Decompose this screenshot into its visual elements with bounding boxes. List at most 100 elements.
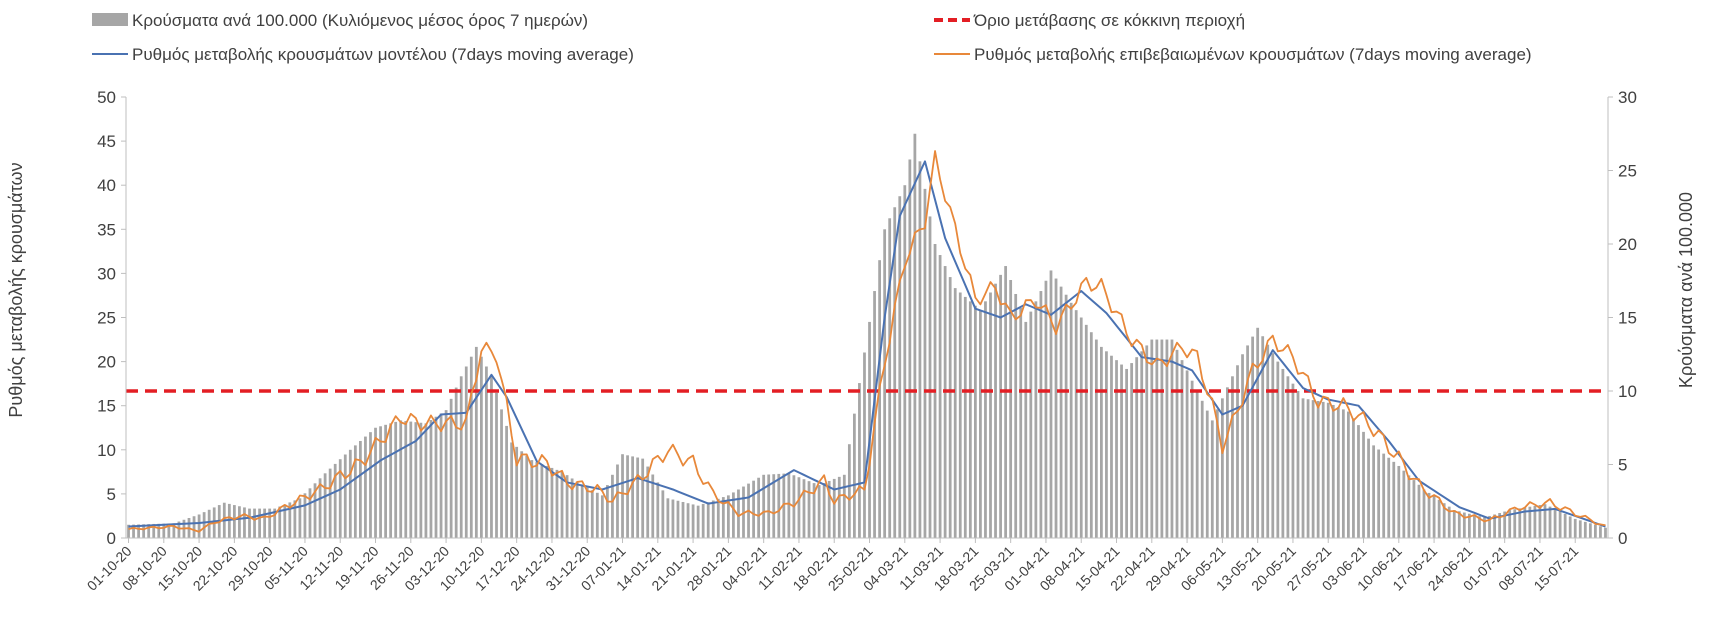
bar: [1069, 302, 1073, 538]
bar: [646, 466, 650, 538]
bar: [389, 423, 393, 538]
bar: [303, 493, 307, 538]
bar: [1064, 294, 1068, 538]
bar: [142, 524, 146, 538]
y-right-tick-label: 0: [1618, 529, 1627, 548]
bar: [379, 426, 382, 538]
bar: [1321, 401, 1325, 538]
bar: [1271, 353, 1275, 538]
bar: [1508, 510, 1512, 538]
y-right-tick-label: 15: [1618, 309, 1637, 328]
bar: [1336, 407, 1340, 538]
bar: [696, 505, 700, 538]
y-right-tick-label: 30: [1618, 88, 1637, 107]
bar: [575, 481, 579, 538]
legend-item: Ρυθμός μεταβολής κρουσμάτων μοντέλου (7d…: [92, 45, 634, 64]
bar: [1588, 523, 1592, 538]
bar: [1100, 346, 1103, 538]
bar: [1412, 480, 1416, 538]
bar: [1220, 398, 1224, 538]
bar: [842, 474, 846, 538]
bar: [973, 305, 977, 538]
bar: [555, 469, 559, 538]
bar: [227, 503, 231, 538]
bar: [711, 500, 715, 538]
bar: [1568, 516, 1572, 538]
bar: [1326, 402, 1330, 538]
bar: [232, 505, 236, 538]
bar: [338, 459, 342, 538]
bar: [938, 255, 942, 538]
bar: [197, 514, 201, 538]
bar: [989, 292, 992, 538]
bar: [1488, 515, 1491, 538]
bar: [1160, 339, 1164, 538]
bar: [1226, 387, 1229, 538]
legend-swatch-bar: [92, 13, 128, 26]
legend-label: Ρυθμός μεταβολής επιβεβαιωμένων κρουσμάτ…: [974, 45, 1532, 64]
bar: [167, 523, 171, 538]
bar: [469, 356, 473, 538]
bar: [1084, 324, 1088, 538]
bar: [1341, 409, 1345, 539]
bar: [459, 376, 463, 538]
bar: [1291, 383, 1295, 538]
bar: [979, 310, 982, 538]
bar: [500, 409, 503, 539]
bar: [1513, 509, 1517, 538]
bar: [369, 432, 372, 538]
bar: [1195, 391, 1199, 538]
bar: [404, 420, 408, 538]
bar: [1538, 505, 1542, 538]
bar: [898, 196, 902, 538]
model-rate-line: [128, 160, 1606, 528]
bar: [1306, 399, 1310, 538]
bar: [278, 506, 282, 538]
bar: [1175, 349, 1179, 538]
bar: [520, 451, 524, 538]
bar: [490, 376, 493, 538]
y-right-tick-label: 20: [1618, 235, 1637, 254]
bar: [409, 421, 413, 538]
bar: [913, 133, 917, 538]
bar: [449, 398, 453, 538]
bar: [263, 508, 267, 538]
bar: [550, 467, 554, 538]
y-axis-left-title: Ρυθμός μεταβολής κρουσμάτων: [6, 162, 26, 417]
bar: [1604, 527, 1607, 538]
bar: [258, 508, 261, 538]
bar: [515, 446, 519, 538]
legend-label: Όριο μετάβασης σε κόκκινη περιοχή: [973, 11, 1245, 30]
bar: [394, 421, 398, 538]
bar: [1276, 361, 1280, 538]
bar: [485, 366, 488, 538]
y-left-tick-label: 35: [97, 220, 116, 239]
bar: [580, 485, 584, 538]
bar: [1528, 506, 1532, 538]
bar: [374, 427, 377, 538]
bar: [1452, 510, 1456, 538]
bar: [293, 500, 297, 538]
bar: [399, 420, 403, 538]
bar: [1059, 286, 1063, 538]
bar: [948, 277, 952, 538]
bar: [888, 218, 892, 538]
bar: [474, 346, 478, 538]
bar: [479, 356, 483, 538]
bar: [177, 521, 181, 538]
bar: [732, 492, 735, 538]
bar: [288, 502, 292, 538]
bar: [762, 474, 766, 538]
y-left-tick-label: 0: [107, 529, 116, 548]
bar: [1498, 513, 1502, 538]
bar: [701, 503, 705, 538]
bar: [777, 473, 781, 538]
bar: [323, 473, 327, 538]
bar: [424, 423, 428, 538]
bar: [560, 471, 564, 538]
bar: [1130, 363, 1134, 538]
bar: [1125, 368, 1128, 538]
bar: [827, 480, 831, 538]
bar: [565, 475, 569, 538]
bar: [1367, 438, 1370, 538]
